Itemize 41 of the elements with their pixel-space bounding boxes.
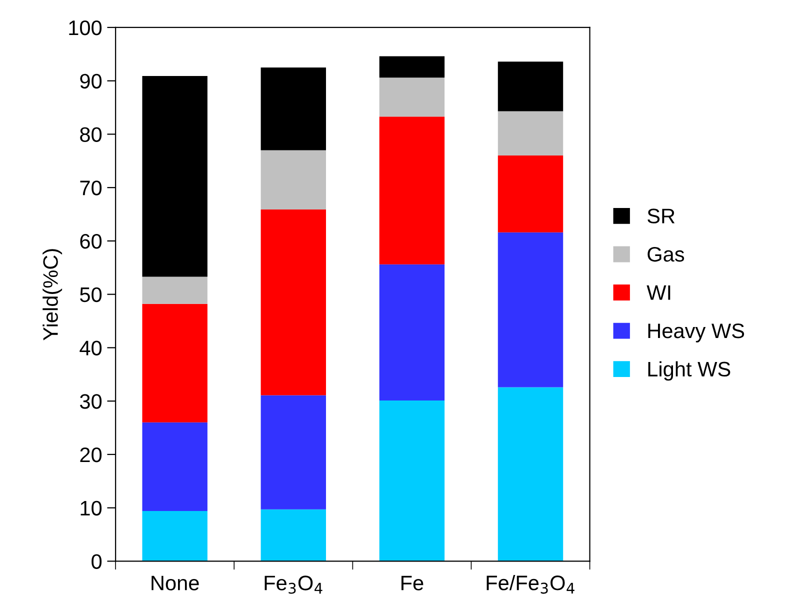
- bar: [498, 62, 564, 112]
- y-tick-label: 40: [80, 340, 102, 356]
- legend-label: Gas: [648, 246, 684, 262]
- bar: [142, 76, 208, 277]
- bar: [379, 56, 445, 78]
- y-tick-label: 20: [80, 447, 102, 462]
- bar: [260, 67, 326, 150]
- legend-label: Light WS: [648, 361, 730, 381]
- legend-label: SR: [648, 208, 675, 224]
- bar: [498, 387, 564, 562]
- bar: [142, 422, 208, 512]
- y-tick-label: 30: [80, 394, 102, 409]
- legend-label: Heavy WS: [648, 324, 744, 342]
- bar: [379, 78, 445, 117]
- y-tick-label: 100: [69, 20, 102, 36]
- y-tick-label: 90: [80, 74, 102, 89]
- bar: [379, 116, 445, 264]
- x-tick-label: Fe$_{3}$O$_{4}$: [264, 576, 322, 594]
- y-tick-label: 0: [92, 554, 102, 569]
- bar: [260, 209, 326, 396]
- x-tick-label: Fe/Fe$_{3}$O$_{4}$: [486, 574, 574, 594]
- y-axis-title: Yield(%C): [42, 249, 62, 340]
- bar: [379, 400, 445, 562]
- y-tick-label: 70: [80, 180, 102, 196]
- x-tick-label: Fe: [402, 576, 424, 590]
- y-tick-label: 80: [80, 127, 102, 142]
- y-tick-label: 10: [80, 500, 102, 516]
- bar: [142, 276, 208, 304]
- bar: [142, 304, 208, 422]
- x-tick-label: None: [152, 576, 199, 590]
- y-tick-label: 60: [80, 234, 102, 249]
- bar: [498, 156, 564, 232]
- bar: [260, 395, 326, 510]
- bar: [260, 509, 326, 562]
- bar: [498, 232, 564, 388]
- bar: [498, 111, 564, 156]
- bar: [260, 150, 326, 210]
- bar: [142, 511, 208, 562]
- bar: [379, 264, 445, 401]
- y-tick-label: 50: [80, 287, 102, 302]
- legend-label: WI: [646, 285, 670, 300]
